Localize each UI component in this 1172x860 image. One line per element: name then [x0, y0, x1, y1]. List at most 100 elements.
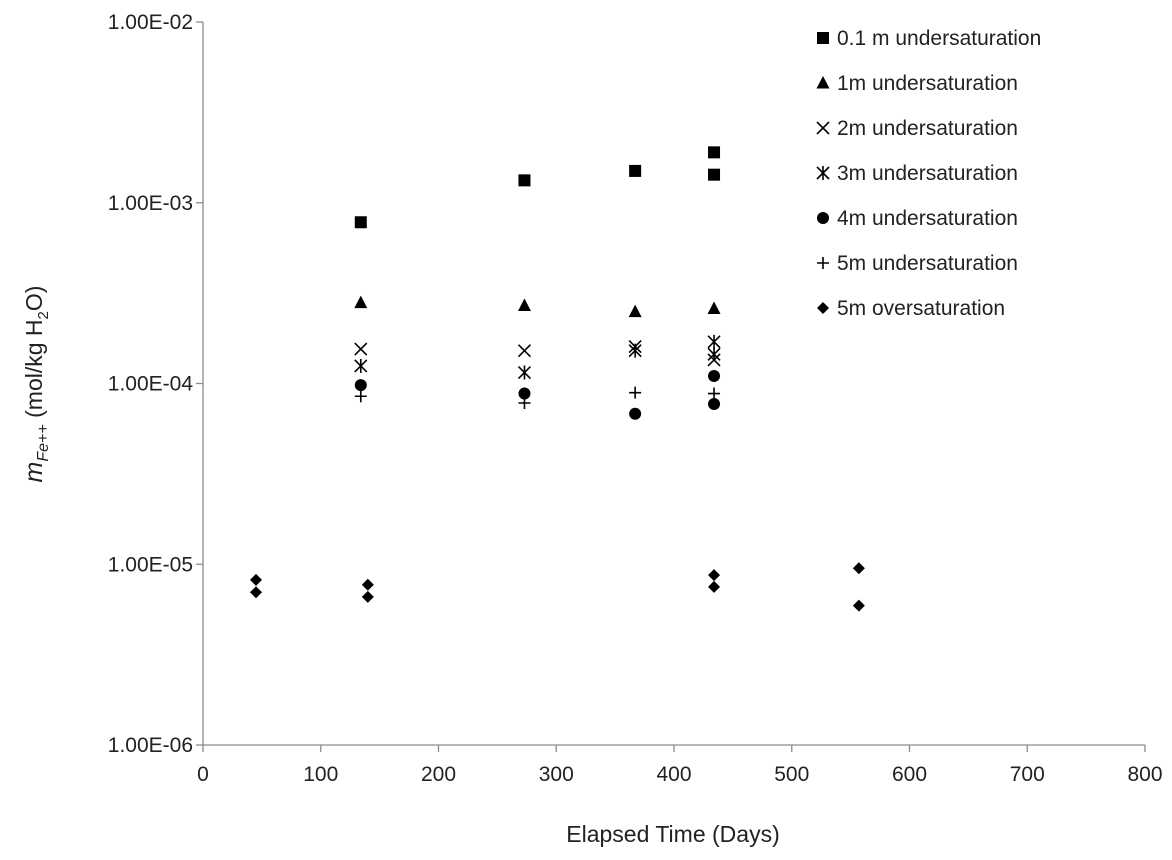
data-point	[852, 562, 865, 575]
legend-label: 3m undersaturation	[837, 162, 1018, 185]
legend-item: 1m undersaturation	[816, 72, 1018, 95]
data-point	[628, 304, 642, 318]
legend-label: 4m undersaturation	[837, 207, 1018, 230]
series-plus	[354, 386, 721, 410]
diamond-marker-shape	[852, 562, 865, 575]
series-diamond	[249, 562, 865, 612]
data-point	[707, 334, 721, 349]
legend-item: 5m oversaturation	[817, 297, 1005, 320]
data-point	[518, 387, 531, 400]
series-asterisk	[354, 334, 721, 380]
square-marker-shape	[708, 168, 721, 181]
square-marker-shape	[629, 164, 642, 177]
x-axis-title: Elapsed Time (Days)	[566, 821, 779, 847]
x-tick-label: 0	[197, 763, 209, 786]
triangle-marker-shape	[816, 76, 830, 89]
series-triangle	[354, 295, 721, 318]
legend-label: 5m oversaturation	[837, 297, 1005, 320]
diamond-marker-shape	[249, 586, 262, 599]
data-point	[249, 586, 262, 599]
legend-marker	[817, 302, 829, 314]
diamond-marker-shape	[249, 573, 262, 586]
y-axis-title-prefix: m	[20, 462, 48, 483]
y-axis-title-units-subscript: 2	[35, 311, 52, 319]
x-tick-label: 300	[539, 763, 574, 786]
data-point	[708, 580, 721, 593]
data-point	[707, 301, 721, 314]
legend-marker	[816, 166, 830, 180]
series-circle	[354, 370, 721, 420]
y-tick-label: 1.00E-05	[108, 553, 193, 576]
plus-marker-shape	[708, 387, 721, 400]
asterisk-marker-shape	[354, 358, 368, 373]
data-point	[707, 347, 721, 362]
data-point	[629, 386, 642, 399]
x-tick-label: 800	[1127, 763, 1162, 786]
legend-label: 0.1 m undersaturation	[837, 27, 1041, 50]
plus-marker-shape	[817, 257, 829, 269]
data-point	[708, 569, 721, 582]
circle-marker-shape	[518, 387, 531, 400]
x-tick-label: 200	[421, 763, 456, 786]
legend-label: 5m undersaturation	[837, 252, 1018, 275]
square-marker-shape	[817, 32, 829, 44]
x-marker-shape	[354, 342, 368, 356]
plot-area	[249, 146, 865, 612]
data-point	[708, 370, 721, 383]
data-point	[629, 407, 642, 420]
data-point	[852, 599, 865, 612]
data-point	[361, 590, 374, 603]
legend-marker	[816, 121, 830, 135]
legend-marker	[817, 257, 829, 269]
data-point	[517, 344, 532, 358]
diamond-marker-shape	[708, 569, 721, 582]
circle-marker-shape	[708, 398, 721, 411]
data-point	[517, 365, 532, 380]
asterisk-marker-shape	[517, 365, 532, 380]
data-point	[628, 343, 642, 358]
x-tick-label: 100	[303, 763, 338, 786]
triangle-marker-shape	[517, 298, 531, 312]
data-point	[354, 390, 367, 403]
asterisk-marker-shape	[816, 166, 830, 180]
data-point	[354, 379, 367, 392]
asterisk-marker-shape	[628, 343, 642, 358]
diamond-marker-shape	[852, 599, 865, 612]
data-point	[517, 298, 531, 312]
data-point	[518, 174, 531, 187]
legend-item: 5m undersaturation	[817, 252, 1018, 275]
series-x	[354, 340, 721, 367]
asterisk-marker-shape	[707, 334, 721, 349]
diamond-marker-shape	[817, 302, 829, 314]
triangle-marker-shape	[354, 295, 368, 309]
legend-item: 3m undersaturation	[816, 162, 1018, 185]
circle-marker-shape	[708, 370, 721, 383]
legend-item: 4m undersaturation	[817, 207, 1018, 230]
y-tick-label: 1.00E-02	[108, 11, 193, 34]
legend-label: 1m undersaturation	[837, 72, 1018, 95]
diamond-marker-shape	[708, 580, 721, 593]
axes: 1.00E-02 1.00E-03 1.00E-04 1.00E-05 1.00E-06…	[108, 11, 1163, 786]
y-tick-label: 1.00E-03	[108, 192, 193, 215]
data-point	[708, 168, 721, 181]
data-point	[708, 398, 721, 411]
legend-marker	[816, 76, 830, 89]
square-marker-shape	[354, 216, 367, 229]
data-point	[708, 146, 721, 159]
x-marker-shape	[517, 344, 532, 358]
data-point	[354, 342, 368, 356]
data-point	[354, 216, 367, 229]
x-tick-label: 400	[656, 763, 691, 786]
x-marker-shape	[816, 121, 830, 135]
triangle-marker-shape	[628, 304, 642, 318]
data-point	[629, 164, 642, 177]
circle-marker-shape	[817, 212, 829, 224]
y-axis-title: mFe++ (mol/kg H2O)	[20, 286, 52, 483]
y-axis-title-subscript: Fe++	[35, 424, 52, 461]
circle-marker-shape	[629, 407, 642, 420]
square-marker-shape	[518, 174, 531, 187]
legend-marker	[817, 32, 829, 44]
data-point	[249, 573, 262, 586]
x-tick-label: 700	[1010, 763, 1045, 786]
